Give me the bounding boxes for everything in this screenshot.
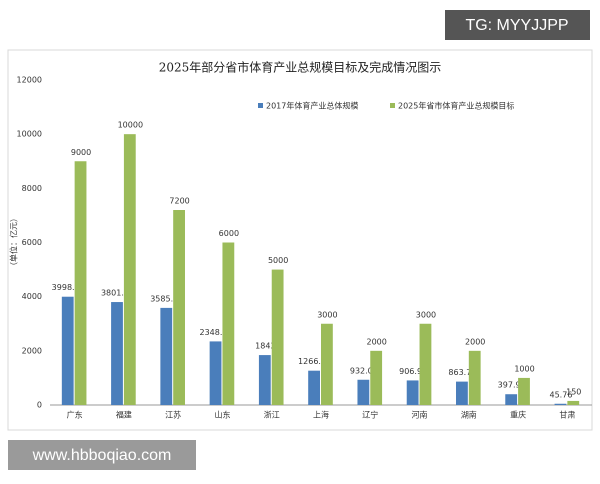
value-label: 3000	[416, 310, 436, 319]
bar	[258, 355, 271, 405]
bar	[406, 380, 419, 405]
chart-frame	[7, 49, 593, 431]
value-label: 45.76	[550, 390, 573, 399]
x-tick-label: 甘肃	[559, 410, 575, 420]
value-label: 7200	[169, 197, 189, 206]
bar	[567, 400, 580, 405]
bar	[357, 379, 370, 405]
bar	[456, 381, 468, 405]
x-tick-label: 重庆	[510, 410, 526, 420]
value-label: 1843	[255, 342, 275, 351]
value-label: 932.09	[350, 366, 378, 375]
x-tick-label: 湖南	[461, 410, 477, 420]
value-label: 3998.03	[52, 283, 85, 292]
bar	[518, 377, 530, 405]
y-tick-label: 8000	[22, 184, 42, 193]
watermark-box	[445, 10, 590, 40]
value-label: 3585.64	[150, 294, 183, 303]
y-tick-label: 10000	[17, 130, 42, 139]
y-tick-label: 4000	[22, 292, 42, 301]
y-tick-label: 0	[37, 401, 42, 410]
bar	[370, 350, 383, 405]
bar	[160, 307, 173, 405]
value-label: 906.99	[399, 367, 427, 376]
chart-title: 2025年部分省市体育产业总规模目标及完成情况图示	[159, 60, 442, 75]
bar	[111, 302, 123, 405]
legend-label: 2025年省市体育产业总规模目标	[398, 101, 514, 111]
x-tick-label: 河南	[412, 410, 428, 420]
x-tick-label: 辽宁	[362, 410, 378, 420]
legend-label: 2017年体育产业总体规模	[266, 101, 358, 111]
legend-swatch	[390, 103, 395, 108]
watermark: www.hbboqiao.com	[32, 447, 172, 464]
value-label: 9000	[71, 148, 91, 157]
watermark: TG: MYYJJPP	[465, 17, 568, 34]
bar	[123, 134, 136, 405]
bar	[505, 394, 518, 405]
y-axis-label: （单位：亿元）	[9, 214, 19, 270]
value-label: 3801.41	[101, 289, 134, 298]
value-label: 2000	[465, 337, 485, 346]
value-label: 397.91	[498, 381, 526, 390]
value-label: 150	[566, 387, 581, 396]
value-label: 1000	[514, 364, 534, 373]
value-label: 1266.93	[298, 357, 331, 366]
bar	[321, 323, 333, 405]
bar	[61, 296, 74, 405]
bar	[209, 341, 222, 405]
x-tick-label: 山东	[214, 410, 230, 420]
bar	[468, 350, 481, 405]
x-tick-label: 江苏	[165, 410, 181, 420]
bar	[173, 210, 185, 405]
bar	[419, 323, 432, 405]
value-label: 5000	[268, 256, 288, 265]
value-label: 6000	[219, 229, 239, 238]
bar	[74, 161, 87, 405]
bar	[554, 403, 567, 405]
bar	[308, 370, 320, 405]
value-label: 2000	[366, 337, 386, 346]
y-tick-label: 6000	[22, 238, 42, 247]
value-label: 3000	[317, 310, 337, 319]
bar	[222, 242, 235, 405]
x-tick-label: 浙江	[264, 410, 280, 420]
value-label: 10000	[118, 121, 143, 130]
bar	[271, 269, 284, 405]
legend-swatch	[258, 103, 263, 108]
y-tick-label: 2000	[22, 346, 42, 355]
y-tick-label: 12000	[17, 76, 42, 85]
value-label: 863.74	[448, 368, 476, 377]
x-tick-label: 广东	[67, 410, 83, 420]
watermark-box	[8, 440, 196, 470]
x-tick-label: 上海	[313, 410, 329, 420]
x-tick-label: 福建	[116, 410, 132, 420]
value-label: 2348.01	[200, 328, 233, 337]
